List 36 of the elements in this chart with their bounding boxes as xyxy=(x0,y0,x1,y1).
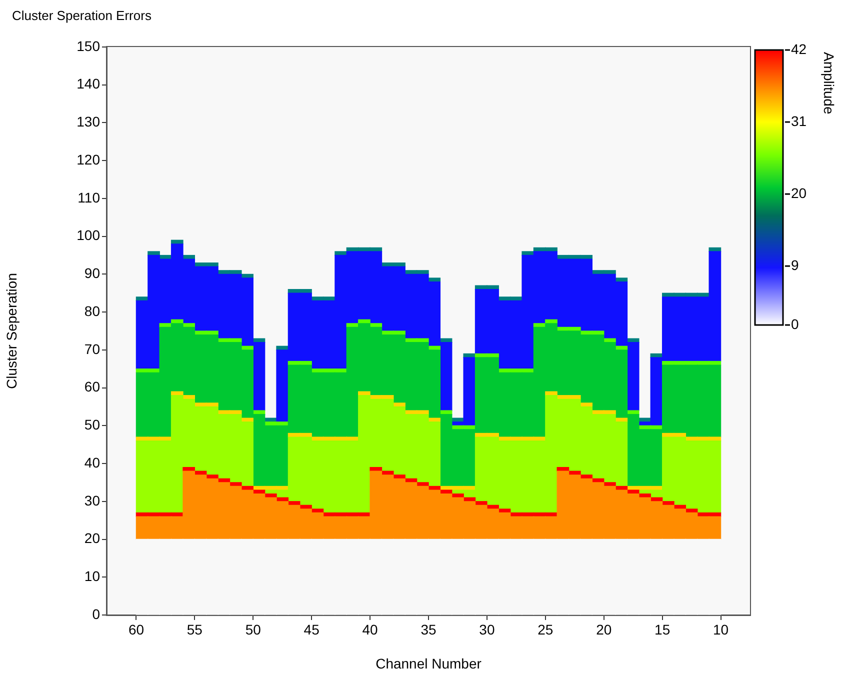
y-tick-label: 80 xyxy=(84,302,100,319)
x-tick-label: 50 xyxy=(245,621,262,638)
color-bar-label: 9 xyxy=(791,256,799,273)
x-tick-label: 20 xyxy=(596,621,612,638)
y-tick-label: 140 xyxy=(76,76,100,92)
color-bar-label: 42 xyxy=(791,40,807,57)
y-tick-label: 20 xyxy=(84,530,100,546)
y-axis-title: Cluster Seperation xyxy=(3,273,20,389)
x-tick-label: 15 xyxy=(654,621,670,638)
color-bar-label: 0 xyxy=(791,316,799,332)
x-tick-label: 60 xyxy=(128,621,144,638)
y-tick-label: 40 xyxy=(84,454,100,470)
y-tick-label: 90 xyxy=(84,265,100,282)
y-tick-label: 110 xyxy=(78,189,100,206)
y-tick-label: 150 xyxy=(76,38,100,54)
color-bar-label: 20 xyxy=(791,184,807,201)
y-tick-label: 100 xyxy=(76,227,100,244)
x-tick-label: 30 xyxy=(479,621,495,638)
y-tick-label: 0 xyxy=(92,606,100,622)
x-tick-label: 35 xyxy=(420,621,436,638)
y-tick-label: 50 xyxy=(84,416,100,433)
chart-title: Cluster Speration Errors xyxy=(12,8,152,23)
color-bar-title: Amplitude xyxy=(821,52,838,114)
y-tick-label: 120 xyxy=(76,151,100,168)
y-tick-label: 70 xyxy=(84,340,100,357)
x-tick-label: 25 xyxy=(538,621,554,638)
x-axis-title: Channel Number xyxy=(376,655,482,672)
x-tick-label: 40 xyxy=(362,621,378,638)
x-tick-label: 10 xyxy=(712,621,729,638)
color-bar-label: 31 xyxy=(791,112,807,129)
y-tick-label: 30 xyxy=(84,492,100,508)
y-tick-label: 130 xyxy=(76,114,100,130)
y-tick-label: 10 xyxy=(84,568,100,584)
x-tick-label: 55 xyxy=(186,621,203,638)
x-tick-label: 45 xyxy=(304,621,320,638)
y-tick-label: 60 xyxy=(84,378,100,395)
